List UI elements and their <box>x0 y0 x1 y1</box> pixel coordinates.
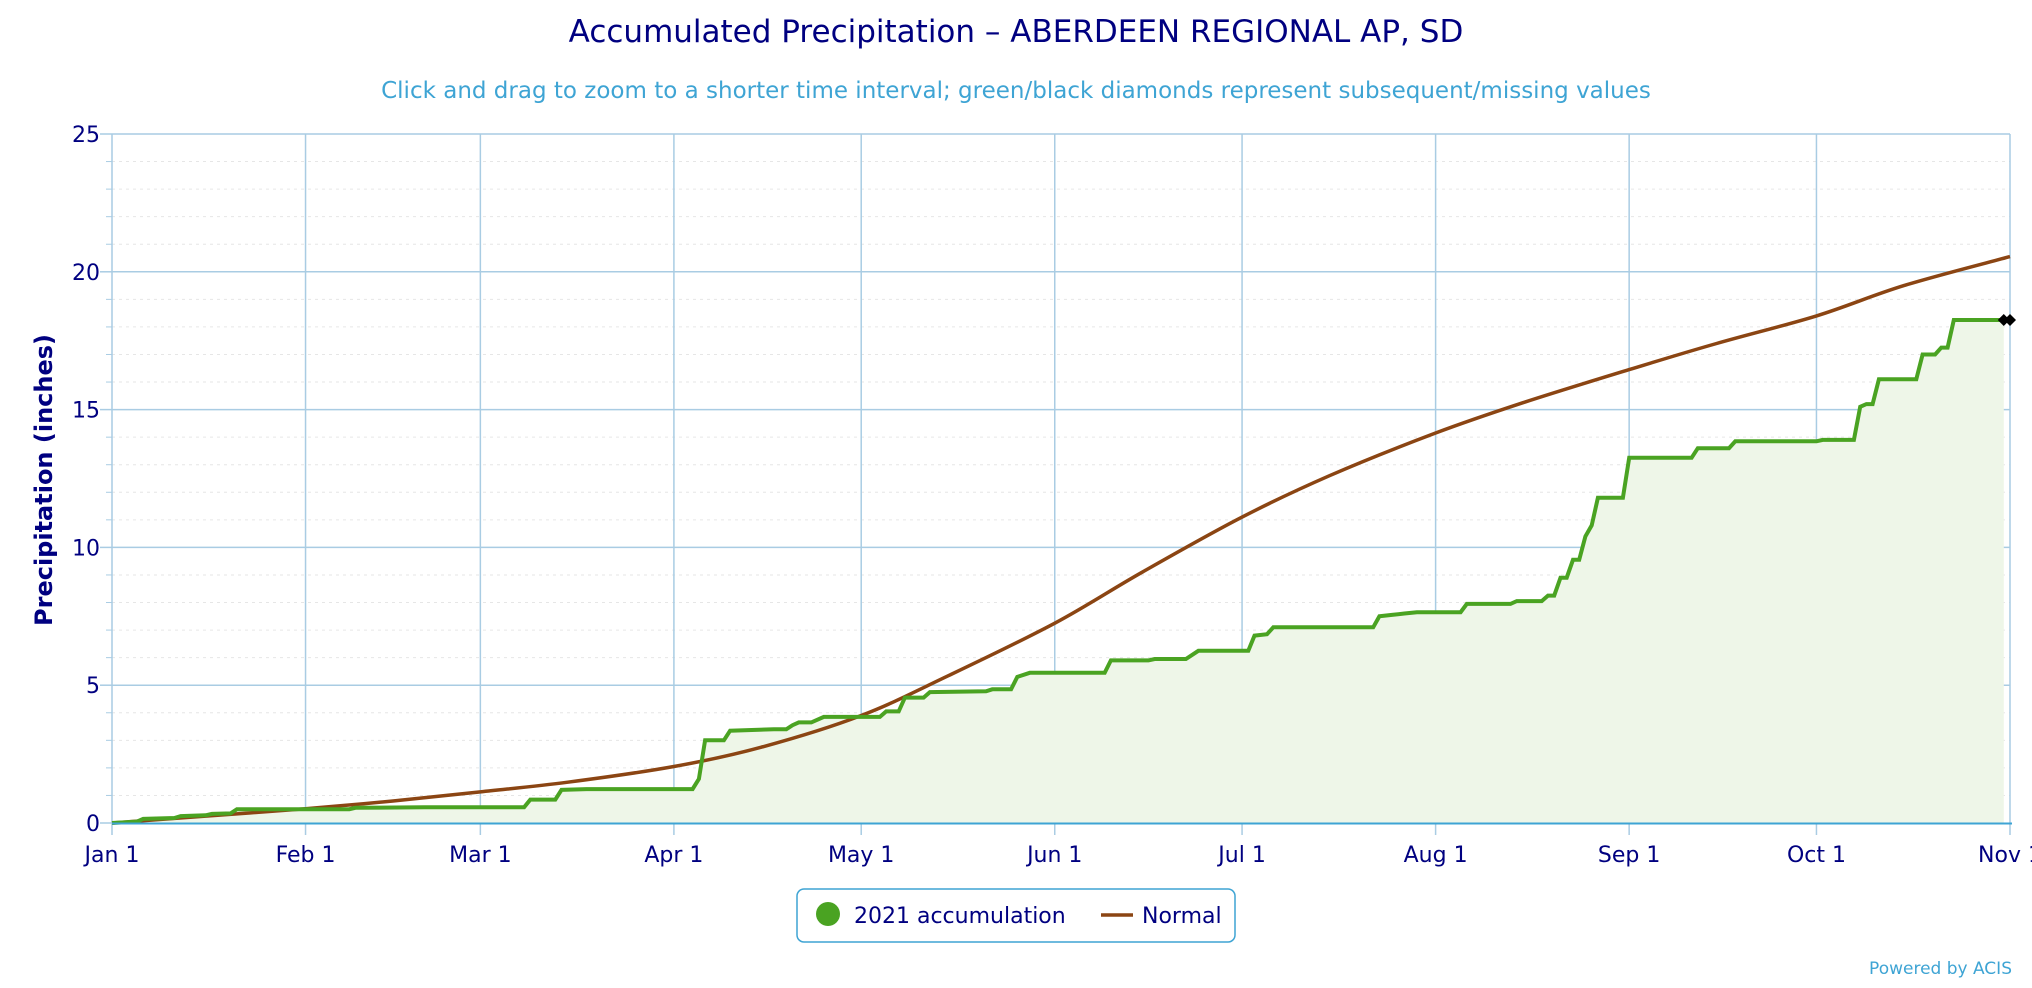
y-tick-label: 5 <box>86 674 100 699</box>
x-tick-label: Feb 1 <box>276 843 336 868</box>
x-tick-label: Sep 1 <box>1598 843 1660 868</box>
x-tick-label: Aug 1 <box>1404 843 1468 868</box>
minor-grid <box>106 161 2010 796</box>
y-axis-ticks: 0 5 10 15 20 25 <box>72 123 100 837</box>
legend[interactable]: 2021 accumulation Normal <box>796 888 1236 943</box>
y-tick-label: 10 <box>72 536 100 561</box>
x-tick-label: Mar 1 <box>449 843 512 868</box>
legend-box <box>796 888 1236 943</box>
x-tick-label: Nov 1 <box>1978 843 2032 868</box>
y-tick-label: 25 <box>72 123 100 148</box>
y-tick-label: 15 <box>72 399 100 424</box>
missing-value-markers <box>1997 314 2016 327</box>
x-tick-label: Apr 1 <box>644 843 703 868</box>
chart-subtitle: Click and drag to zoom to a shorter time… <box>381 78 1651 104</box>
credits-link[interactable]: Powered by ACIS <box>1869 959 2012 979</box>
accumulation-series-line[interactable] <box>111 318 2004 825</box>
legend-item-normal[interactable]: Normal <box>1101 904 1222 929</box>
x-tick-label: May 1 <box>828 843 894 868</box>
x-tick-label: Jan 1 <box>83 843 140 868</box>
y-tick-label: 0 <box>86 812 100 837</box>
missing-value-diamond <box>1997 314 2010 327</box>
x-axis-ticks: Jan 1 Feb 1 Mar 1 Apr 1 May 1 Jun 1 Jul 1 Aug 1… <box>83 843 2032 868</box>
legend-normal-label: Normal <box>1142 904 1222 929</box>
legend-item-accumulation[interactable]: 2021 accumulation <box>816 902 1066 929</box>
x-tick-label: Jun 1 <box>1025 843 1082 868</box>
accumulation-area <box>112 320 2004 823</box>
y-tick-label: 20 <box>72 261 100 286</box>
legend-accumulation-symbol <box>816 902 840 926</box>
x-tick-label: Jul 1 <box>1216 843 1266 868</box>
normal-series-line[interactable] <box>111 254 2011 825</box>
x-tick-label: Oct 1 <box>1787 843 1846 868</box>
chart-title: Accumulated Precipitation – ABERDEEN REG… <box>569 14 1464 50</box>
legend-accumulation-label: 2021 accumulation <box>854 904 1066 929</box>
y-axis-title: Precipitation (inches) <box>30 334 58 626</box>
missing-value-diamond <box>2004 314 2016 327</box>
